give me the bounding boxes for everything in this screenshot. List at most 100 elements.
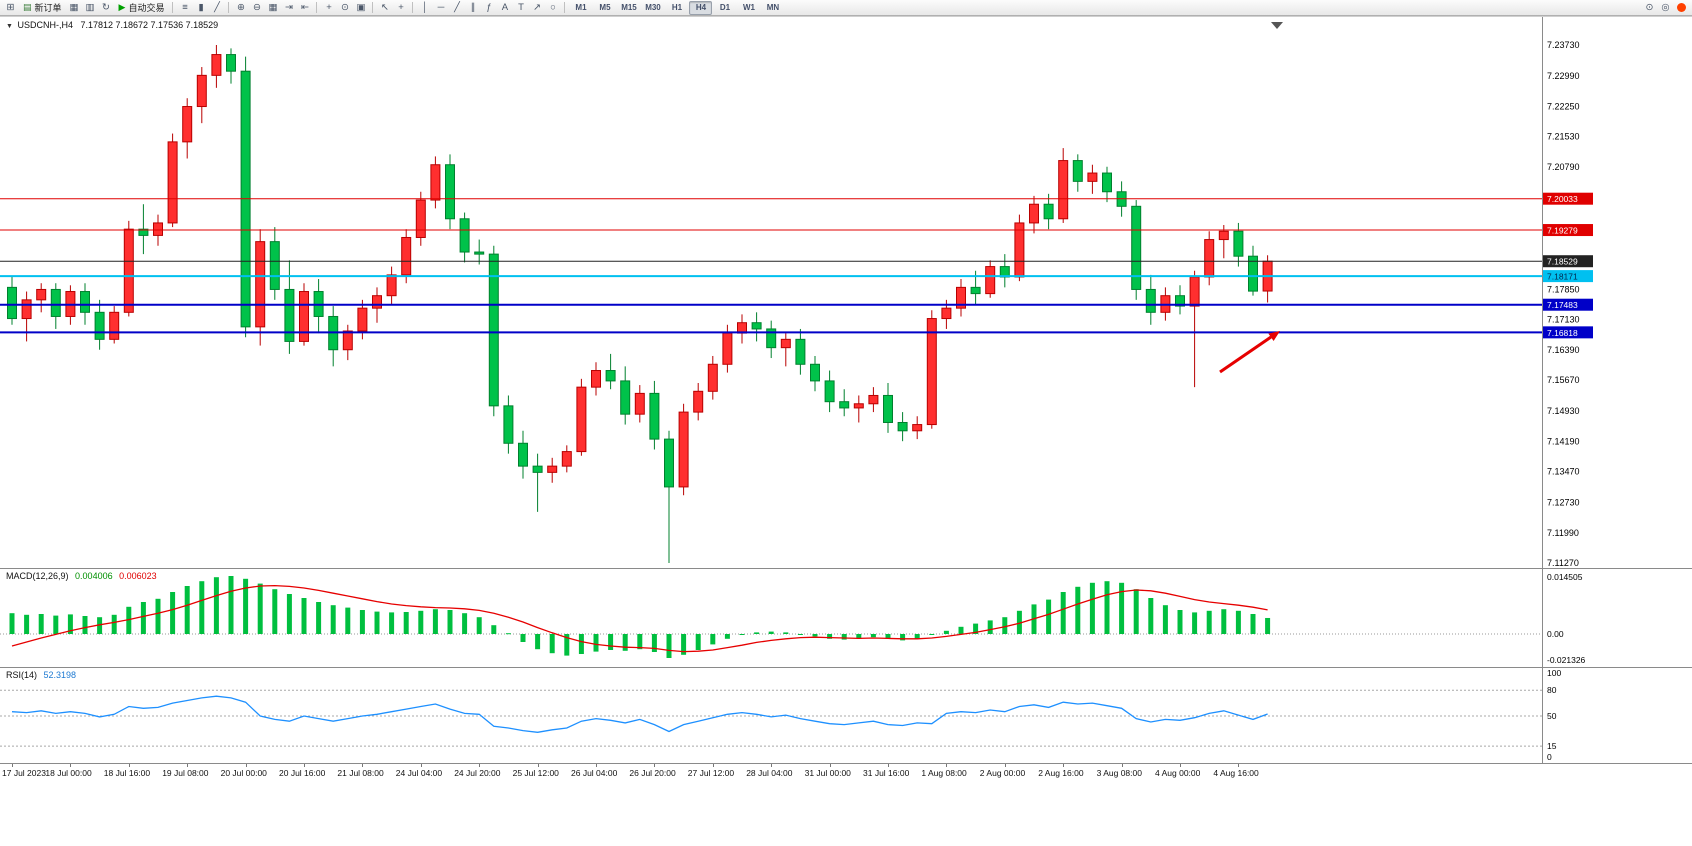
candle [430,156,441,209]
trendline-icon[interactable]: ╱ [454,2,460,13]
rsi-panel[interactable]: 100 80 50 150 [0,667,1692,763]
zoom-in-icon[interactable]: ⊕ [236,2,245,13]
candle [328,306,339,367]
candle [839,389,850,417]
macd-histogram-bar [272,589,278,634]
notification-dot[interactable] [1674,1,1689,14]
candle [926,310,937,429]
new-chart-icon[interactable]: ⊞ [6,2,15,13]
bar-chart-icon[interactable]: ≡ [182,2,188,13]
time-axis-tick [1121,764,1123,767]
zoom-out-icon[interactable]: ⊖ [252,2,261,13]
time-axis-tick [420,764,422,767]
macd-histogram-bar [476,617,482,634]
time-axis-label: 18 Jul 00:00 [45,768,92,778]
macd-histogram-bar [593,634,599,652]
periods-icon[interactable]: ⊙ [340,2,349,13]
channel-icon[interactable]: ∥ [470,2,476,13]
arrows-icon[interactable]: ↗ [532,2,541,13]
macd-histogram-bar [505,633,511,635]
play-icon: ▶ [118,2,126,12]
timeframe-d1[interactable]: D1 [719,3,731,12]
time-axis[interactable]: 17 Jul 2023 18 Jul 00:00 18 Jul 16:00 19 Ju… [0,763,1692,782]
tile-windows-icon[interactable]: ▦ [268,2,278,13]
macd-panel[interactable]: 0.014505 0.00 -0.021326 [0,568,1692,667]
candle [269,227,280,300]
timeframe-w1[interactable]: W1 [742,3,755,12]
indicators-icon[interactable]: + [326,2,332,13]
profiles-icon[interactable]: ▥ [85,2,95,13]
arrow-annotation[interactable] [1219,335,1272,374]
macd-histogram-bar [739,634,745,635]
price-axis-label: 7.14930 [1547,406,1580,416]
macd-histogram-bar [754,632,760,634]
macd-histogram-bar [243,578,249,634]
macd-histogram-bar [856,634,862,639]
new-order-button-label: 新订单 [34,3,62,13]
time-axis-label: 17 Jul 2023 [2,768,46,778]
lightbulb-icon[interactable]: ◎ [1661,2,1670,13]
macd-histogram-bar [973,623,979,634]
time-axis-tick [70,764,72,767]
time-axis-label: 24 Jul 04:00 [395,768,443,778]
candle [488,245,499,417]
crosshair-icon[interactable]: + [398,2,404,13]
macd-histogram-bar [111,614,117,634]
candle [605,353,616,390]
macd-histogram-bar [1119,582,1125,634]
candle [94,299,105,350]
price-chart[interactable]: 7.23730 7.22990 7.22250 7.21530 7.20790 7.200… [0,17,1692,568]
price-badge-label: 7.16818 [1547,328,1578,338]
macd-histogram-bar [578,634,584,654]
vertical-line-icon[interactable]: │ [422,2,428,13]
macd-histogram-bar [316,602,322,634]
timeframe-m5[interactable]: M5 [599,3,611,12]
fibonacci-icon[interactable]: ƒ [486,2,492,13]
search-icon[interactable]: ⊙ [1645,2,1654,13]
candle [999,254,1010,288]
auto-trading-button[interactable]: ▶ 自动交易 [115,1,169,14]
candle [1058,148,1069,223]
timeframe-m1[interactable]: M1 [575,3,587,12]
macd-histogram-bar [724,634,730,639]
refresh-icon[interactable]: ↻ [102,2,111,13]
templates-icon[interactable]: ▣ [356,2,366,13]
macd-histogram-bar [1206,610,1212,634]
macd-histogram-bar [126,606,132,634]
macd-histogram-bar [885,634,891,639]
candle [503,395,514,454]
text-label-icon[interactable]: T [518,2,524,13]
candle [751,312,762,342]
chart-shift-marker[interactable] [1271,22,1283,29]
price-axis-label: 7.17850 [1547,284,1580,294]
price-axis-label: 7.21530 [1547,131,1580,141]
cursor-icon[interactable]: ↖ [380,2,389,13]
chart-shift-icon[interactable]: ⇤ [300,2,309,13]
auto-scroll-icon[interactable]: ⇥ [284,2,293,13]
macd-histogram-bar [199,581,205,634]
candle [1102,166,1112,203]
time-axis-tick [771,764,773,767]
candlestick-chart-icon[interactable]: ▮ [198,2,204,13]
horizontal-line-icon[interactable]: ─ [437,2,445,13]
time-axis-label: 19 Jul 08:00 [162,768,209,778]
timeframe-m30[interactable]: M30 [645,3,661,12]
timeframe-h4[interactable]: H4 [689,0,713,15]
arrow-annotation-head[interactable] [1268,331,1280,341]
charts-grid-icon[interactable]: ▦ [69,2,79,13]
macd-histogram-bar [695,634,701,650]
time-axis-label: 20 Jul 16:00 [279,768,326,778]
macd-histogram-bar [1148,598,1154,634]
toolbar-separator [564,2,566,13]
candle [299,283,309,346]
timeframe-mn[interactable]: MN [766,3,780,12]
timeframe-m15[interactable]: M15 [621,3,637,12]
shapes-icon[interactable]: ○ [550,2,556,13]
line-chart-icon[interactable]: ╱ [214,2,220,13]
text-icon[interactable]: A [501,2,509,13]
timeframe-h1[interactable]: H1 [671,3,683,12]
time-axis-label: 28 Jul 04:00 [746,768,793,778]
candle [1043,193,1054,230]
new-order-button[interactable]: ▤ 新订单 [19,1,66,14]
candle [240,56,251,338]
